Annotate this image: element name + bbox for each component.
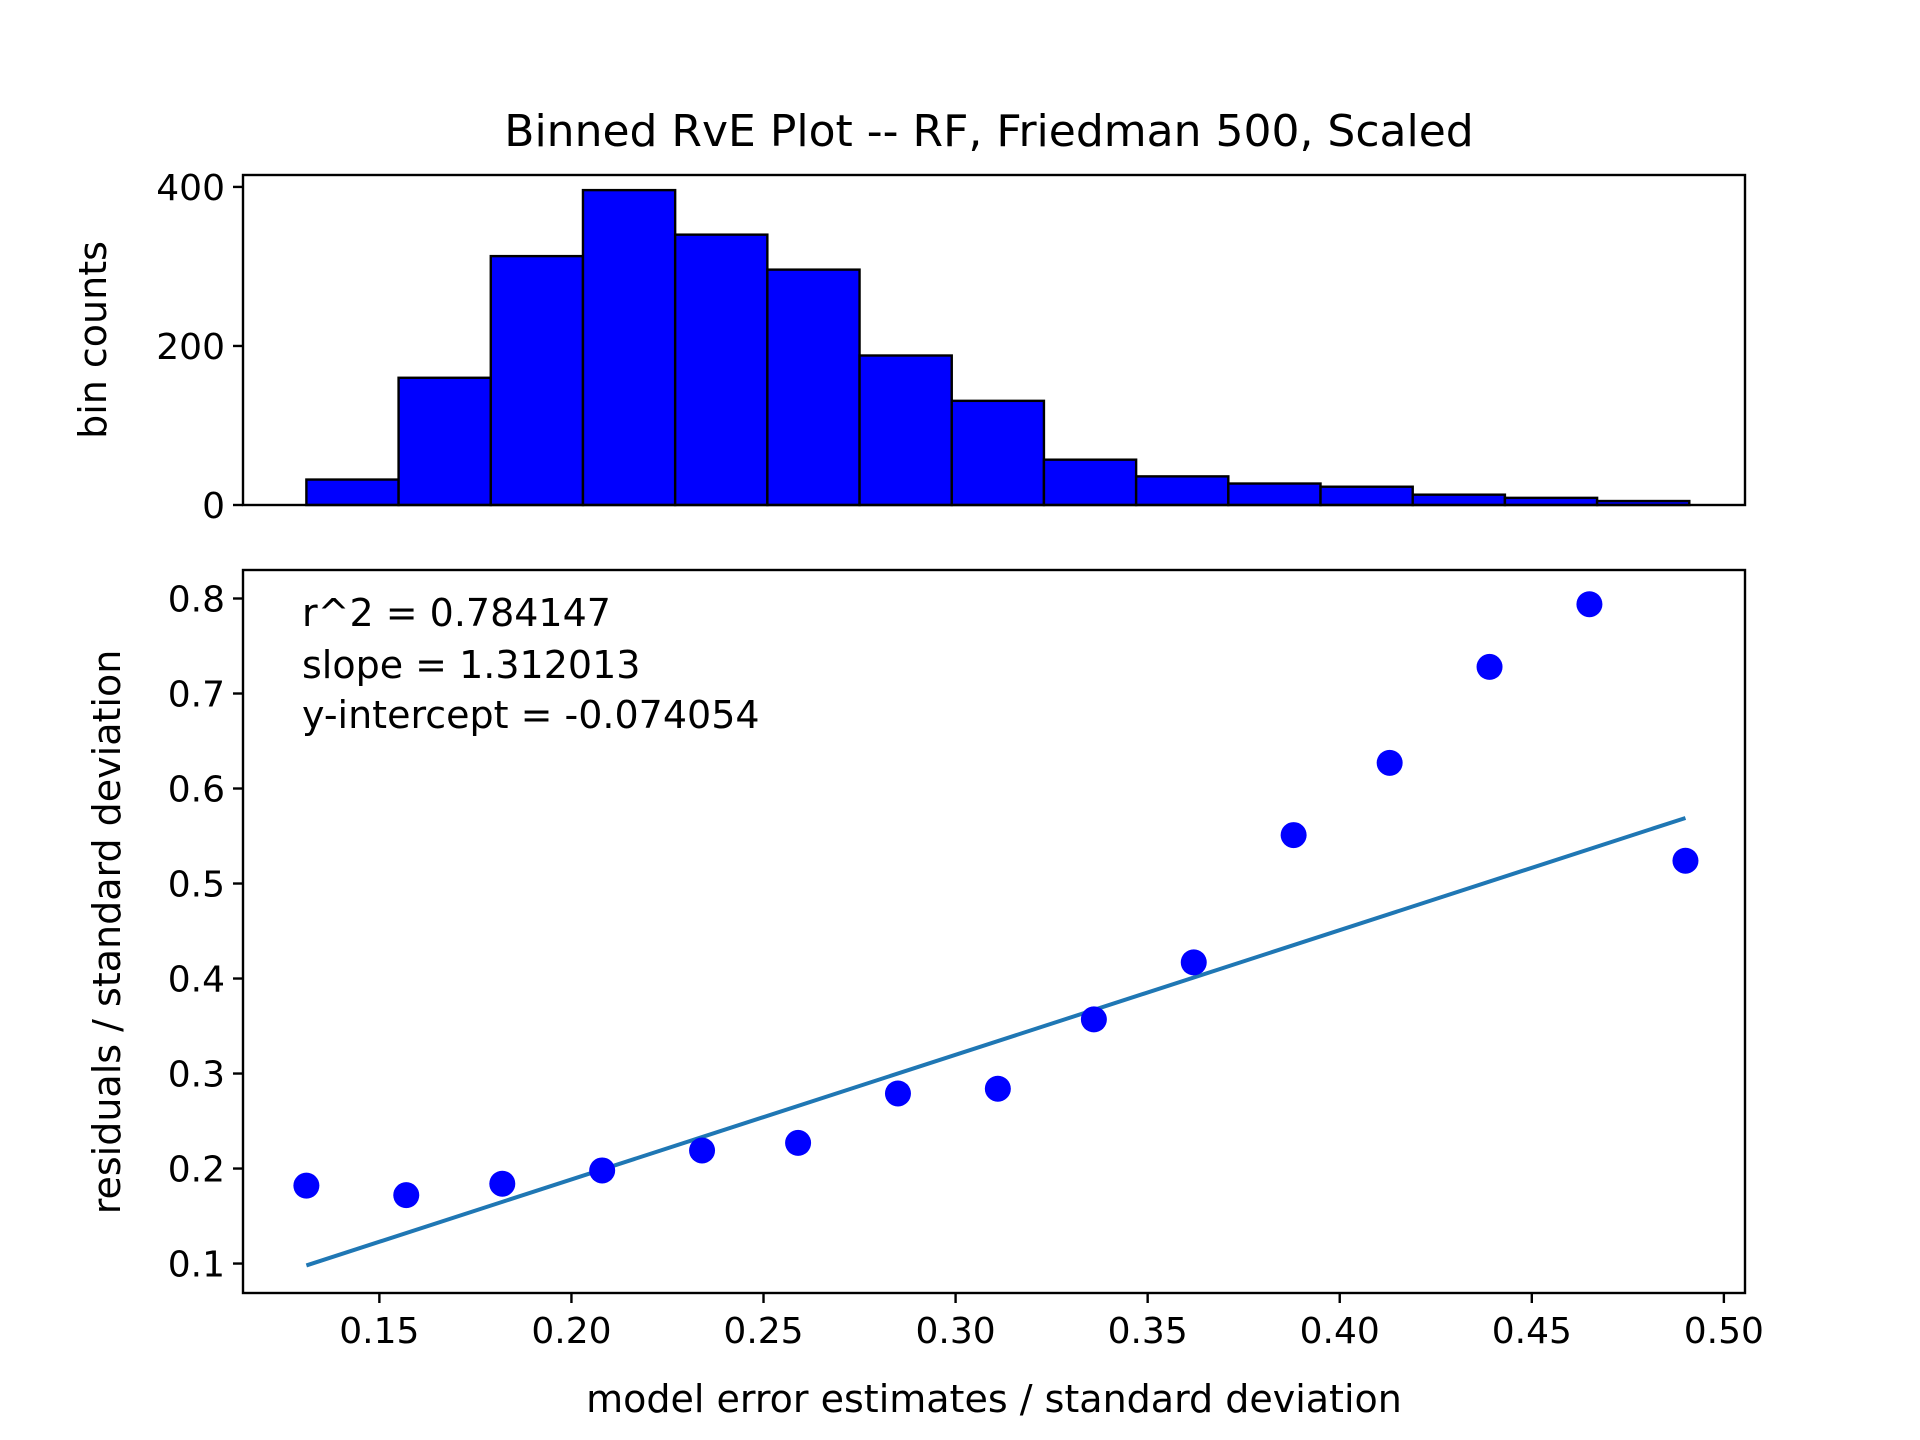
scatter-y-tick-label: 0.7: [168, 675, 225, 716]
slope-annotation: slope = 1.312013: [302, 643, 640, 687]
scatter-y-tick-label: 0.6: [168, 770, 225, 811]
y-intercept-annotation: y-intercept = -0.074054: [302, 693, 760, 737]
scatter-x-tick-label: 0.30: [916, 1311, 996, 1352]
histogram-bar: [1319, 485, 1414, 507]
histogram-bar: [766, 268, 861, 507]
histogram-bar: [858, 354, 953, 507]
scatter-y-tick-label: 0.8: [168, 580, 225, 621]
histogram-y-tick-label: 200: [156, 327, 225, 368]
scatter-point: [1576, 591, 1603, 618]
histogram-y-tick-label: 400: [156, 168, 225, 209]
histogram-bar: [489, 254, 585, 507]
scatter-y-tick-label: 0.3: [168, 1055, 225, 1096]
scatter-panel: 0.1 0.2 0.3 0.4 0.5 0.6 0.7 0.8 0.15 0.20 0.25 0.3…: [85, 568, 1764, 1421]
histogram-y-ticks: 0 200 400: [156, 168, 243, 527]
scatter-x-tick-label: 0.20: [531, 1311, 611, 1352]
histogram-bar: [1227, 482, 1322, 507]
histogram-panel: 0 200 400 bin counts: [71, 168, 1747, 527]
scatter-point: [984, 1075, 1011, 1102]
scatter-point: [884, 1080, 911, 1107]
histogram-bar: [1134, 475, 1230, 507]
scatter-point: [1672, 847, 1699, 874]
scatter-point: [1376, 749, 1403, 776]
scatter-x-tick-label: 0.15: [339, 1311, 419, 1352]
scatter-point: [689, 1137, 716, 1164]
scatter-x-tick-label: 0.35: [1108, 1311, 1188, 1352]
scatter-point: [589, 1157, 616, 1184]
histogram-y-axis-label: bin counts: [71, 241, 115, 439]
histogram-bar: [397, 376, 492, 507]
scatter-frame: [241, 568, 1747, 1295]
scatter-y-tick-label: 0.1: [168, 1245, 225, 1286]
scatter-point: [393, 1182, 420, 1209]
scatter-y-tick-label: 0.4: [168, 960, 225, 1001]
scatter-y-tick-label: 0.2: [168, 1150, 225, 1191]
histogram-bar: [581, 188, 677, 507]
scatter-x-tick-label: 0.40: [1300, 1311, 1380, 1352]
histogram-bar: [1411, 493, 1507, 507]
histogram-bar: [305, 478, 400, 507]
scatter-point: [1280, 822, 1307, 849]
histogram-bar: [1042, 458, 1138, 507]
scatter-point: [1476, 653, 1503, 680]
histogram-bars: [305, 188, 1691, 507]
histogram-frame: [241, 173, 1747, 507]
histogram-bar: [950, 399, 1046, 507]
scatter-x-axis-label: model error estimates / standard deviati…: [586, 1377, 1402, 1421]
scatter-point: [293, 1172, 320, 1199]
chart-title: Binned RvE Plot -- RF, Friedman 500, Sca…: [504, 106, 1473, 157]
scatter-points: [293, 591, 1699, 1209]
scatter-x-tick-label: 0.50: [1684, 1311, 1764, 1352]
histogram-bar: [673, 233, 769, 507]
r-squared-annotation: r^2 = 0.784147: [302, 591, 611, 635]
scatter-point: [785, 1129, 812, 1156]
scatter-x-tick-label: 0.25: [723, 1311, 803, 1352]
scatter-point: [489, 1170, 516, 1197]
scatter-point: [1180, 949, 1207, 976]
scatter-y-axis-label: residuals / standard deviation: [85, 650, 129, 1215]
scatter-x-tick-label: 0.45: [1492, 1311, 1572, 1352]
scatter-y-tick-label: 0.5: [168, 865, 225, 906]
scatter-y-ticks: 0.1 0.2 0.3 0.4 0.5 0.6 0.7 0.8: [168, 580, 243, 1286]
scatter-x-ticks: 0.15 0.20 0.25 0.30 0.35 0.40 0.45 0.50: [339, 1293, 1764, 1352]
scatter-point: [1080, 1006, 1107, 1033]
histogram-y-tick-label: 0: [202, 486, 225, 527]
fit-line: [305, 816, 1687, 1268]
